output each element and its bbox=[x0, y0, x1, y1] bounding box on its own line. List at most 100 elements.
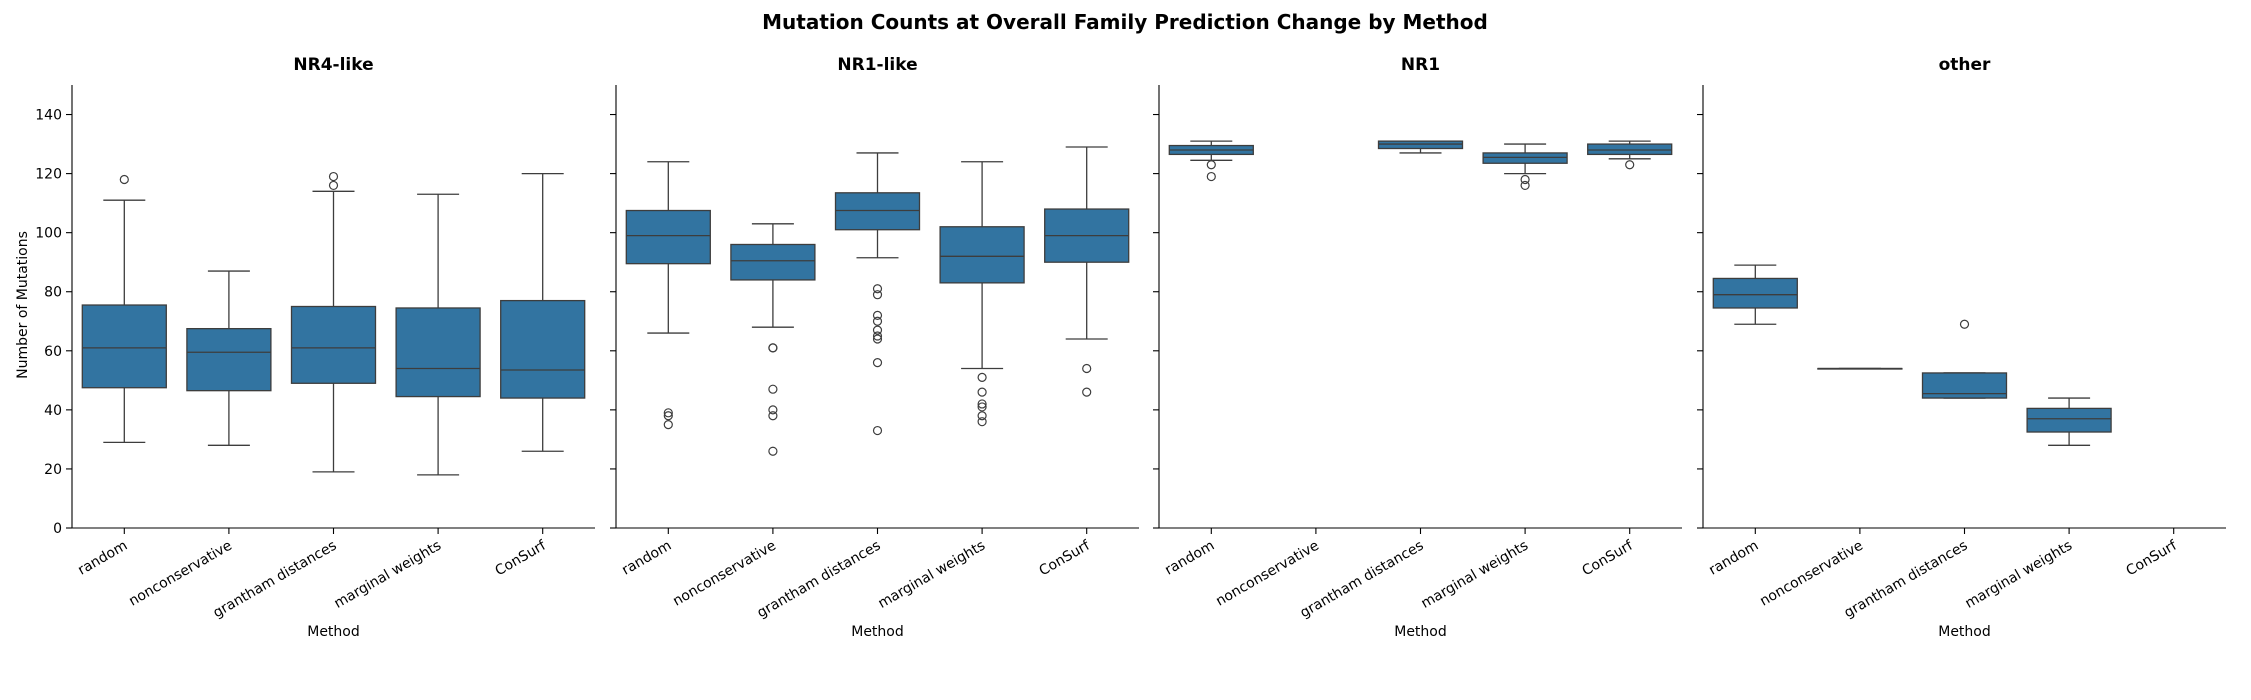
box-random bbox=[81, 174, 167, 444]
box-ConSurf bbox=[1587, 140, 1673, 170]
outlier-point bbox=[328, 171, 339, 182]
y-tick-label: 20 bbox=[44, 462, 62, 478]
outlier-point bbox=[768, 343, 778, 353]
panels: NR4-like020406080100120140randomnonconse… bbox=[35, 55, 2226, 640]
box-random bbox=[1712, 264, 1798, 325]
x-tick-label: nonconservative bbox=[126, 538, 235, 610]
y-tick-label: 40 bbox=[44, 403, 62, 419]
box-marginal-weights bbox=[395, 193, 481, 476]
iqr-box bbox=[395, 307, 481, 398]
iqr-box bbox=[834, 192, 921, 231]
x-tick-label: ConSurf bbox=[1579, 537, 1636, 579]
iqr-box bbox=[730, 243, 816, 281]
box-nonconservative bbox=[1817, 367, 1903, 370]
x-tick-label: random bbox=[1706, 538, 1761, 579]
box-grantham-distances bbox=[834, 152, 921, 436]
outlier-point bbox=[1206, 171, 1216, 182]
x-tick-label: nonconservative bbox=[670, 538, 779, 610]
outlier-point bbox=[872, 310, 883, 320]
outlier-point bbox=[977, 411, 987, 421]
outlier-point bbox=[977, 402, 987, 412]
outlier-point bbox=[872, 358, 883, 368]
panel-0: NR4-like 0 20 40 60 80 100 120 140 randomnonconse… bbox=[35, 55, 595, 640]
figure-title: Mutation Counts at Overall Family Predic… bbox=[762, 10, 1488, 34]
box-ConSurf bbox=[1044, 146, 1130, 397]
panel-title: other bbox=[1939, 55, 1991, 75]
outlier-point bbox=[1082, 363, 1092, 374]
x-axis-label: Method bbox=[1938, 624, 1991, 640]
x-tick-label: marginal weights bbox=[1962, 538, 2075, 612]
iqr-box bbox=[500, 299, 586, 399]
box-marginal-weights bbox=[939, 161, 1025, 427]
outlier-point bbox=[768, 411, 778, 421]
outlier-point bbox=[977, 417, 987, 427]
iqr-box bbox=[1377, 140, 1464, 150]
y-axis-label: Number of Mutations bbox=[15, 231, 31, 379]
panel-title: NR1 bbox=[1401, 55, 1440, 75]
outlier-point bbox=[1625, 160, 1635, 170]
outlier-point bbox=[119, 174, 129, 185]
box-nonconservative bbox=[186, 270, 272, 446]
outlier-point bbox=[872, 334, 883, 344]
y-tick-label: 60 bbox=[44, 344, 62, 360]
x-tick-label: random bbox=[75, 538, 130, 579]
outlier-point bbox=[872, 425, 883, 436]
outlier-point bbox=[663, 408, 673, 418]
x-tick-label: marginal weights bbox=[331, 538, 444, 612]
iqr-box bbox=[939, 226, 1025, 284]
iqr-box bbox=[2026, 407, 2112, 433]
iqr-box bbox=[290, 305, 377, 384]
y-tick-label: 140 bbox=[35, 108, 62, 124]
x-tick-label: random bbox=[1162, 538, 1217, 579]
box-grantham-distances bbox=[290, 171, 377, 473]
x-tick-label: nonconservative bbox=[1757, 538, 1866, 610]
outlier-point bbox=[663, 411, 673, 421]
y-tick-label: 0 bbox=[53, 521, 62, 537]
outlier-point bbox=[768, 446, 778, 456]
outlier-point bbox=[872, 290, 883, 300]
outlier-point bbox=[768, 405, 778, 415]
x-axis-label: Method bbox=[1394, 624, 1447, 640]
x-axis-label: Method bbox=[851, 624, 904, 640]
panel-title: NR4-like bbox=[293, 55, 373, 75]
outlier-point bbox=[1206, 160, 1216, 170]
outlier-point bbox=[663, 420, 673, 430]
x-tick-label: nonconservative bbox=[1213, 538, 1322, 610]
outlier-point bbox=[872, 325, 883, 335]
y-tick-label: 120 bbox=[35, 167, 62, 183]
outlier-point bbox=[977, 387, 987, 397]
x-tick-label: marginal weights bbox=[1418, 538, 1531, 612]
outlier-point bbox=[1520, 180, 1530, 191]
x-axis-label: Method bbox=[307, 624, 360, 640]
outlier-point bbox=[328, 180, 339, 191]
outlier-point bbox=[977, 372, 987, 382]
box-grantham-distances bbox=[1377, 140, 1464, 154]
iqr-box bbox=[625, 209, 711, 265]
x-tick-label: random bbox=[619, 538, 674, 579]
box-marginal-weights bbox=[2026, 397, 2112, 446]
outlier-point bbox=[872, 284, 883, 294]
outlier-point bbox=[872, 331, 883, 341]
iqr-box bbox=[1921, 372, 2008, 399]
box-marginal-weights bbox=[1482, 143, 1568, 191]
outlier-point bbox=[1959, 319, 1970, 329]
outlier-point bbox=[1520, 174, 1530, 185]
outlier-point bbox=[872, 316, 883, 326]
iqr-box bbox=[81, 304, 167, 389]
box-random bbox=[625, 161, 711, 430]
box-grantham-distances bbox=[1921, 319, 2008, 399]
box-random bbox=[1168, 140, 1254, 182]
iqr-box bbox=[1482, 152, 1568, 164]
iqr-box bbox=[1587, 143, 1673, 156]
x-tick-label: ConSurf bbox=[1036, 537, 1093, 579]
y-tick-label: 100 bbox=[35, 226, 62, 242]
box-nonconservative bbox=[730, 223, 816, 456]
x-tick-label: ConSurf bbox=[2123, 537, 2180, 579]
x-tick-label: marginal weights bbox=[875, 538, 988, 612]
y-tick-label: 80 bbox=[44, 285, 62, 301]
iqr-box bbox=[186, 327, 272, 392]
